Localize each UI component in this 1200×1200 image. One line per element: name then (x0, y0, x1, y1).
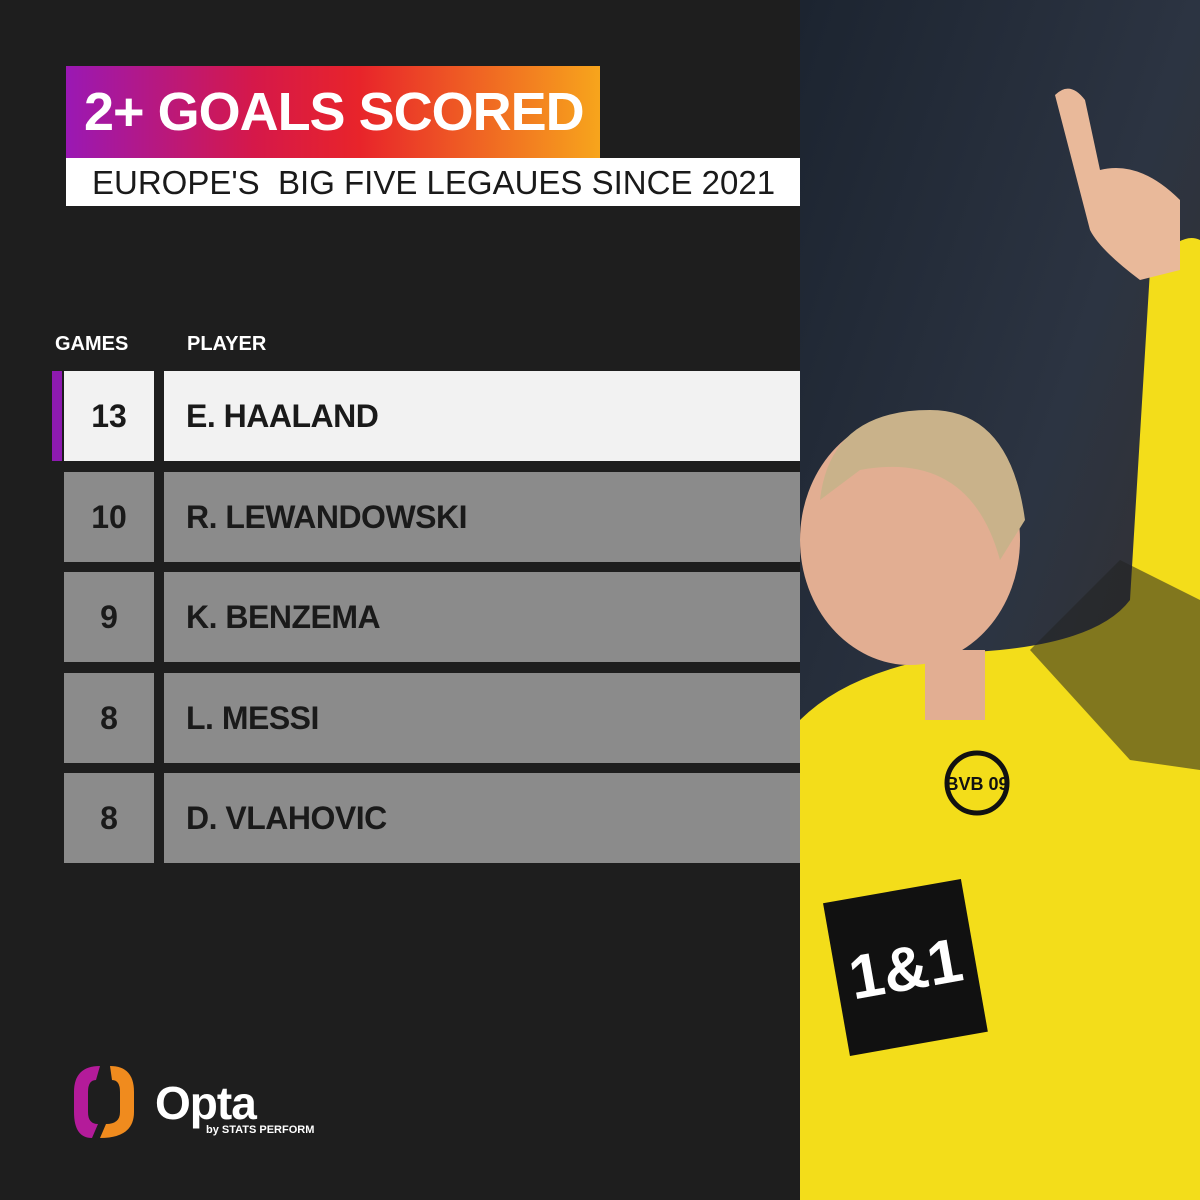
column-header-games: GAMES (55, 333, 129, 355)
sponsor-patch (823, 878, 988, 1056)
club-badge-icon (944, 750, 1010, 816)
row-games: 8 (64, 673, 154, 763)
row-player: K. BENZEMA (164, 572, 800, 662)
row-player: R. LEWANDOWSKI (164, 472, 800, 562)
club-badge-text: BVB 09 (945, 774, 1008, 794)
column-header-player: PLAYER (187, 333, 267, 355)
subtitle-banner: EUROPE'S BIG FIVE LEGAUES SINCE 2021 (66, 158, 814, 206)
title-banner: 2+ GOALS SCORED (66, 66, 600, 158)
row-player: L. MESSI (164, 673, 800, 763)
opta-logo-icon (74, 1066, 134, 1138)
row-games: 13 (64, 371, 154, 461)
row-games: 9 (64, 572, 154, 662)
leader-accent-bar (52, 371, 62, 461)
brand-byline: by STATS PERFORM (206, 1124, 315, 1136)
row-player: D. VLAHOVIC (164, 773, 800, 863)
row-player: E. HAALAND (164, 371, 800, 461)
brand-name: Opta (155, 1077, 257, 1129)
row-games: 8 (64, 773, 154, 863)
row-games: 10 (64, 472, 154, 562)
player-photo: BVB 09 1&1 (800, 0, 1200, 1200)
